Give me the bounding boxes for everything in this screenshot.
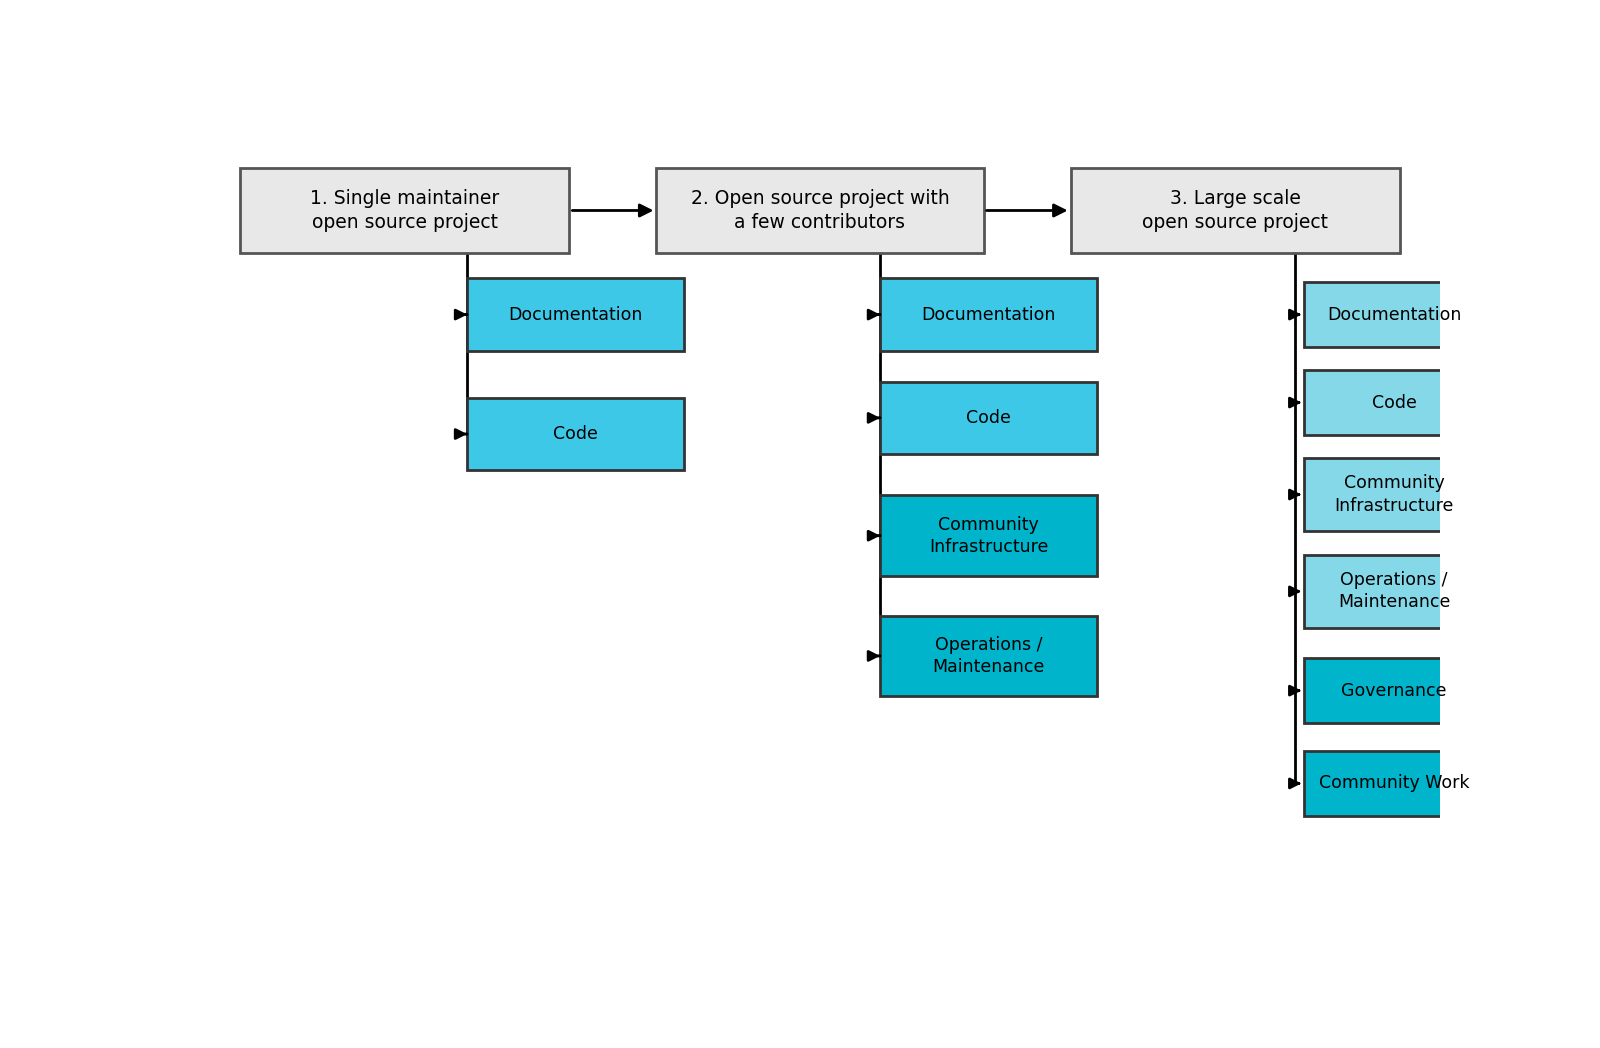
Text: Code: Code (966, 409, 1011, 427)
Text: 2. Open source project with
a few contributors: 2. Open source project with a few contri… (691, 190, 949, 232)
Bar (1304, 370, 1485, 435)
Bar (1304, 282, 1485, 347)
Bar (880, 279, 1098, 351)
Text: Code: Code (554, 425, 598, 443)
Text: Code: Code (1371, 394, 1416, 412)
Bar (240, 168, 570, 253)
Text: Operations /
Maintenance: Operations / Maintenance (933, 636, 1045, 676)
Bar (1304, 658, 1485, 723)
Bar (1070, 168, 1400, 253)
Text: Community
Infrastructure: Community Infrastructure (930, 516, 1048, 555)
Text: Community Work: Community Work (1318, 774, 1469, 792)
Text: Operations /
Maintenance: Operations / Maintenance (1338, 571, 1450, 611)
Bar (1304, 458, 1485, 531)
Bar (656, 168, 984, 253)
Bar (880, 496, 1098, 576)
Text: Community
Infrastructure: Community Infrastructure (1334, 475, 1454, 515)
Bar (467, 279, 685, 351)
Bar (880, 615, 1098, 696)
Text: Documentation: Documentation (922, 306, 1056, 324)
Text: Documentation: Documentation (1326, 306, 1461, 324)
Text: 3. Large scale
open source project: 3. Large scale open source project (1142, 190, 1328, 232)
Bar (880, 381, 1098, 454)
Bar (1304, 555, 1485, 628)
Bar (467, 397, 685, 471)
Text: Governance: Governance (1341, 681, 1446, 700)
Text: 1. Single maintainer
open source project: 1. Single maintainer open source project (310, 190, 499, 232)
Text: Documentation: Documentation (509, 306, 643, 324)
Bar (1304, 751, 1485, 815)
